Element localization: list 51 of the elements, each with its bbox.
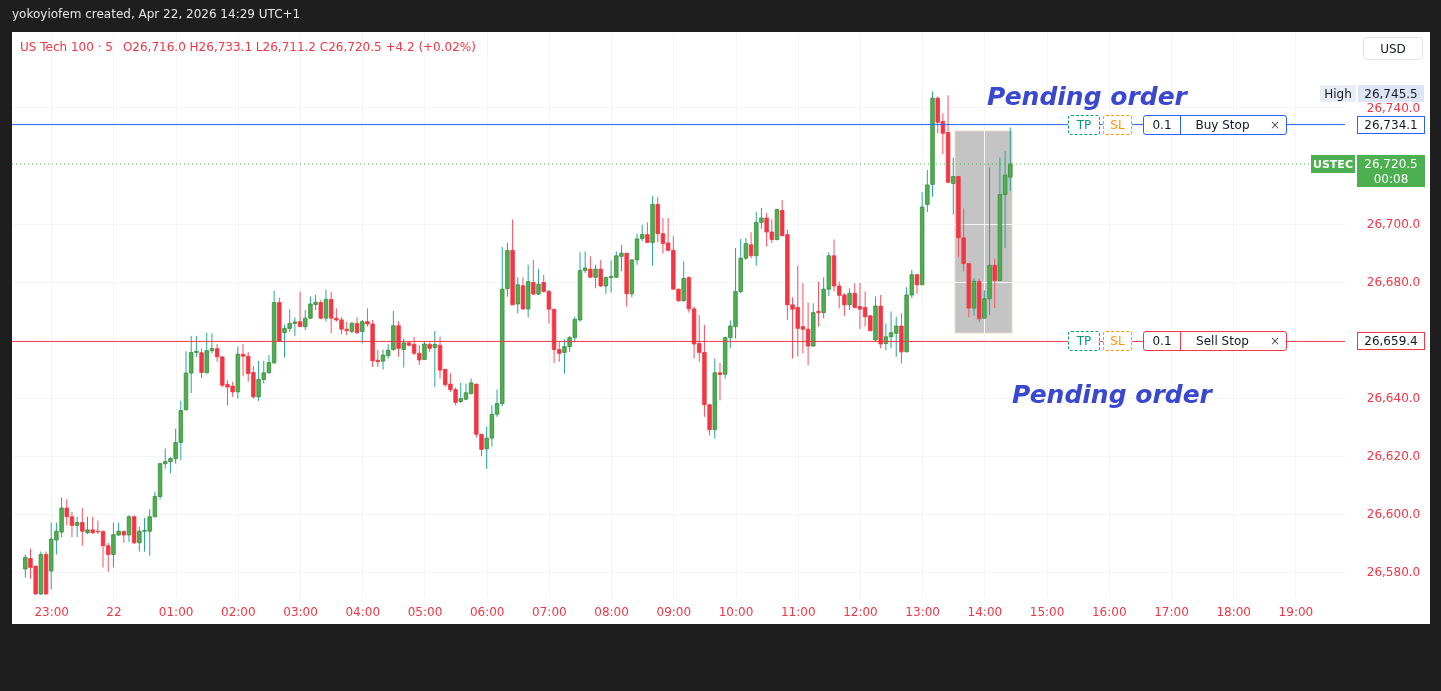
ref-line-label: 26,720.5: [1364, 156, 1418, 171]
y-tick-label: 26,680.0: [1366, 275, 1421, 290]
currency-button: USD: [1363, 37, 1423, 60]
annotation: USTEC: [1311, 155, 1355, 174]
y-tick-label: 26,700.0: [1366, 217, 1421, 232]
y-tick-label: 26,640.0: [1366, 391, 1421, 406]
annotation: Pending order: [1012, 380, 1212, 410]
annotation: O26,716.0 H26,733.1 L26,711.2 C26,720.5 +4.2 (+0.02%): [122, 40, 476, 54]
text: yokoyiofem created, Apr 22, 2026 14:29 UTC+1: [12, 7, 301, 21]
x-tick-label: 02:00: [221, 604, 256, 619]
annotation: Pending order: [987, 82, 1187, 112]
x-tick-label: 06:00: [469, 604, 505, 619]
text: 00:08: [1373, 171, 1409, 186]
annotation: Buy Stop: [1194, 117, 1251, 132]
x-tick-label: 09:00: [656, 604, 692, 619]
x-tick-label: 05:00: [407, 604, 443, 619]
y-tick-label: 26,600.0: [1366, 507, 1421, 522]
x-tick-label: 01:00: [158, 604, 194, 619]
x-tick-label: 12:00: [843, 604, 878, 619]
annotation: Sell Stop: [1195, 334, 1250, 349]
x-tick-label: 15:00: [1029, 604, 1065, 619]
x-tick-label: 04:00: [345, 604, 381, 619]
x-tick-label: 22: [106, 604, 122, 619]
ref-line-label: 26,734.1: [1357, 115, 1425, 134]
annotation: ×: [1268, 334, 1282, 349]
y-tick-label: 26,580.0: [1366, 565, 1421, 580]
annotation: High: [1320, 85, 1356, 102]
x-tick-label: 03:00: [283, 604, 318, 619]
x-tick-label: 07:00: [532, 604, 567, 619]
annotation: 0.1: [1144, 115, 1181, 134]
x-tick-label: 23:00: [34, 604, 70, 619]
annotation: 0.1: [1144, 332, 1181, 351]
x-tick-label: 08:00: [594, 604, 629, 619]
x-tick-label: 19:00: [1278, 604, 1314, 619]
annotation: TP: [1068, 331, 1100, 352]
annotation: ×: [1268, 117, 1282, 132]
text: 26,745.5: [1358, 85, 1424, 102]
x-tick-label: 18:00: [1216, 604, 1251, 619]
y-tick-label: 26,620.0: [1366, 449, 1421, 464]
text: US Tech 100 · 5: [20, 40, 113, 54]
x-tick-label: 13:00: [905, 604, 940, 619]
x-tick-label: 14:00: [967, 604, 1003, 619]
annotation: SL: [1103, 331, 1132, 352]
x-tick-label: 11:00: [780, 604, 816, 619]
annotation: SL: [1103, 114, 1132, 135]
x-tick-label: 17:00: [1154, 604, 1189, 619]
y-tick-label: 26,740.0: [1366, 100, 1421, 115]
annotation: TP: [1068, 114, 1100, 135]
ref-line-label: 26,659.4: [1357, 332, 1425, 351]
x-tick-label: 16:00: [1091, 604, 1127, 619]
x-tick-label: 10:00: [718, 604, 754, 619]
